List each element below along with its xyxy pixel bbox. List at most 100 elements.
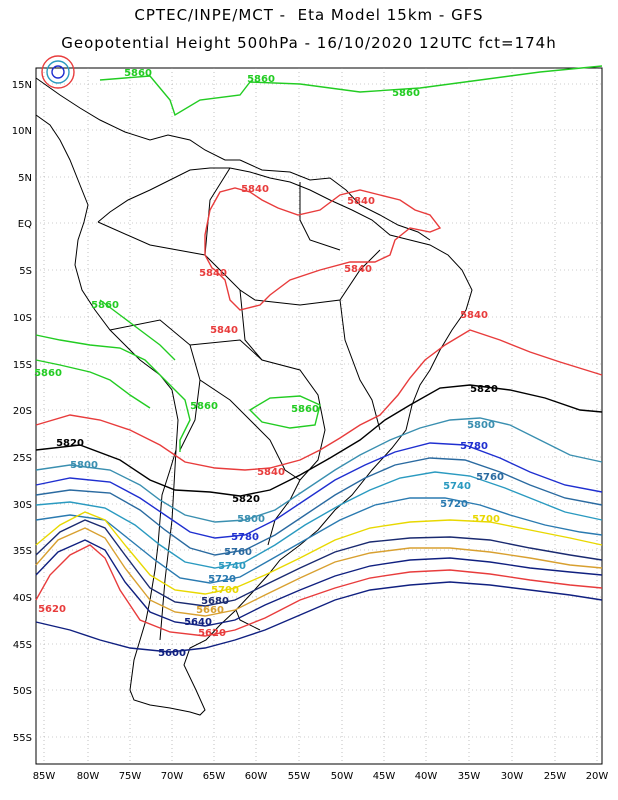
- contour-5860-west2: [35, 359, 151, 409]
- contour-value-label: 5820: [232, 494, 260, 505]
- lat-tick-label: 40S: [13, 593, 32, 604]
- lat-tick-labels: 15N 10N 5N EQ 5S 10S 15S 20S 25S 30S 35S 40S 45S 50S 5…: [12, 80, 32, 744]
- contour-5620: [35, 544, 603, 637]
- contour-value-label: 5800: [237, 514, 265, 525]
- contour-5720: [35, 497, 603, 584]
- lon-tick-label: 70W: [161, 771, 184, 782]
- contour-value-label: 5840: [199, 268, 227, 279]
- contour-5800: [35, 417, 603, 523]
- contour-value-label: 5800: [70, 460, 98, 471]
- lat-tick-label: EQ: [18, 219, 32, 230]
- contour-value-label: 5860: [247, 74, 275, 85]
- title-model: CPTEC/INPE/MCT - Eta Model 15km - GFS: [134, 6, 484, 24]
- border-6: [339, 299, 381, 431]
- contour-5660: [35, 527, 603, 617]
- lon-tick-label: 80W: [77, 771, 100, 782]
- border-8: [235, 609, 261, 631]
- plot-frame: [35, 67, 603, 765]
- contour-value-label: 5720: [440, 499, 468, 510]
- contour-value-label: 5700: [472, 514, 500, 525]
- lon-tick-label: 75W: [119, 771, 142, 782]
- lat-tick-label: 30S: [13, 500, 32, 511]
- contour-value-label: 5740: [443, 481, 471, 492]
- contour-5860-closed: [248, 395, 321, 429]
- contour-5700: [35, 511, 603, 595]
- lon-tick-labels: 85W 80W 75W 70W 65W 60W 55W 50W 45W 40W 35W 30W 25W 2…: [33, 771, 609, 782]
- contour-5780: [35, 442, 603, 539]
- contour-value-label: 5740: [218, 561, 246, 572]
- contour-value-label: 5840: [210, 325, 238, 336]
- gridlines: [36, 68, 602, 764]
- contour-5840-main: [35, 329, 603, 471]
- contour-value-label: 5800: [467, 420, 495, 431]
- contour-5680: [35, 519, 603, 607]
- lat-tick-label: 10N: [12, 126, 32, 137]
- lat-tick-label: 20S: [13, 406, 32, 417]
- contour-5860-north: [99, 65, 603, 117]
- contour-value-label: 5820: [470, 384, 498, 395]
- lon-tick-label: 85W: [33, 771, 56, 782]
- lat-tick-label: 45S: [13, 640, 32, 651]
- contour-5860-west: [35, 334, 191, 452]
- contour-value-label: 5860: [291, 404, 319, 415]
- lat-tick-label: 5S: [19, 266, 32, 277]
- contour-value-label: 5860: [392, 88, 420, 99]
- contour-5840-closed: [204, 187, 442, 311]
- contour-value-label: 5860: [34, 368, 62, 379]
- border-2: [109, 319, 201, 451]
- lon-tick-label: 35W: [458, 771, 481, 782]
- contour-labels: 5860 5860 5860 5860 5860 5860 5860 5840 5840 5840…: [34, 68, 504, 659]
- lon-tick-label: 45W: [373, 771, 396, 782]
- contour-value-label: 5860: [190, 401, 218, 412]
- contours: [35, 55, 603, 653]
- contour-value-label: 5620: [198, 628, 226, 639]
- contour-value-label: 5860: [91, 300, 119, 311]
- lon-tick-label: 40W: [415, 771, 438, 782]
- north-coast: [239, 159, 431, 241]
- contour-value-label: 5720: [208, 574, 236, 585]
- contour-high-nw3: [41, 55, 75, 89]
- lat-tick-label: 15N: [12, 80, 32, 91]
- contour-value-label: 5780: [460, 441, 488, 452]
- contour-value-label: 5860: [124, 68, 152, 79]
- lon-tick-label: 25W: [544, 771, 567, 782]
- border-5: [204, 167, 231, 256]
- contour-value-label: 5640: [184, 617, 212, 628]
- central-america-coast: [35, 77, 240, 161]
- contour-value-label: 5760: [224, 547, 252, 558]
- lon-tick-label: 20W: [586, 771, 609, 782]
- lon-tick-label: 30W: [501, 771, 524, 782]
- lat-tick-label: 50S: [13, 686, 32, 697]
- contour-high-nw: [51, 65, 65, 79]
- border-paraguay: [199, 379, 301, 481]
- contour-value-label: 5840: [257, 467, 285, 478]
- contour-5640: [35, 539, 603, 627]
- contour-value-label: 5660: [196, 605, 224, 616]
- border-4: [189, 339, 263, 361]
- lat-tick-label: 55S: [13, 733, 32, 744]
- contour-value-label: 5620: [38, 604, 66, 615]
- lon-tick-label: 65W: [203, 771, 226, 782]
- contour-value-label: 5700: [211, 585, 239, 596]
- lat-tick-label: 15S: [13, 360, 32, 371]
- contour-5760: [35, 457, 603, 556]
- contour-value-label: 5840: [460, 310, 488, 321]
- lat-tick-label: 35S: [13, 546, 32, 557]
- contour-value-label: 5600: [158, 648, 186, 659]
- title-field: Geopotential Height 500hPa - 16/10/2020 …: [61, 34, 557, 52]
- contour-5740: [35, 471, 603, 569]
- border-3: [239, 289, 326, 481]
- lat-tick-label: 25S: [13, 453, 32, 464]
- contour-value-label: 5840: [347, 196, 375, 207]
- lon-tick-label: 55W: [288, 771, 311, 782]
- lat-tick-label: 5N: [18, 173, 32, 184]
- contour-value-label: 5840: [241, 184, 269, 195]
- lat-tick-label: 10S: [13, 313, 32, 324]
- contour-value-label: 5680: [201, 596, 229, 607]
- contour-value-label: 5820: [56, 438, 84, 449]
- lon-tick-label: 50W: [331, 771, 354, 782]
- contour-value-label: 5840: [344, 264, 372, 275]
- border-7: [299, 182, 341, 251]
- contour-high-nw2: [46, 60, 70, 84]
